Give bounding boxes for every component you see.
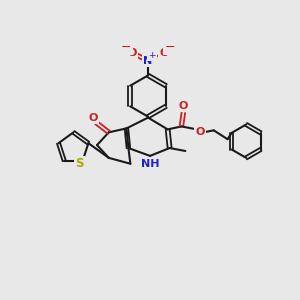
Text: O: O	[128, 48, 137, 58]
Text: N: N	[143, 56, 153, 66]
Text: O: O	[88, 112, 98, 123]
Text: −: −	[121, 40, 132, 53]
Text: O: O	[179, 101, 188, 111]
Text: +: +	[148, 51, 156, 60]
Text: NH: NH	[141, 159, 159, 169]
Text: S: S	[76, 157, 84, 170]
Text: O: O	[195, 127, 205, 137]
Text: O: O	[159, 48, 168, 58]
Text: −: −	[164, 40, 175, 53]
